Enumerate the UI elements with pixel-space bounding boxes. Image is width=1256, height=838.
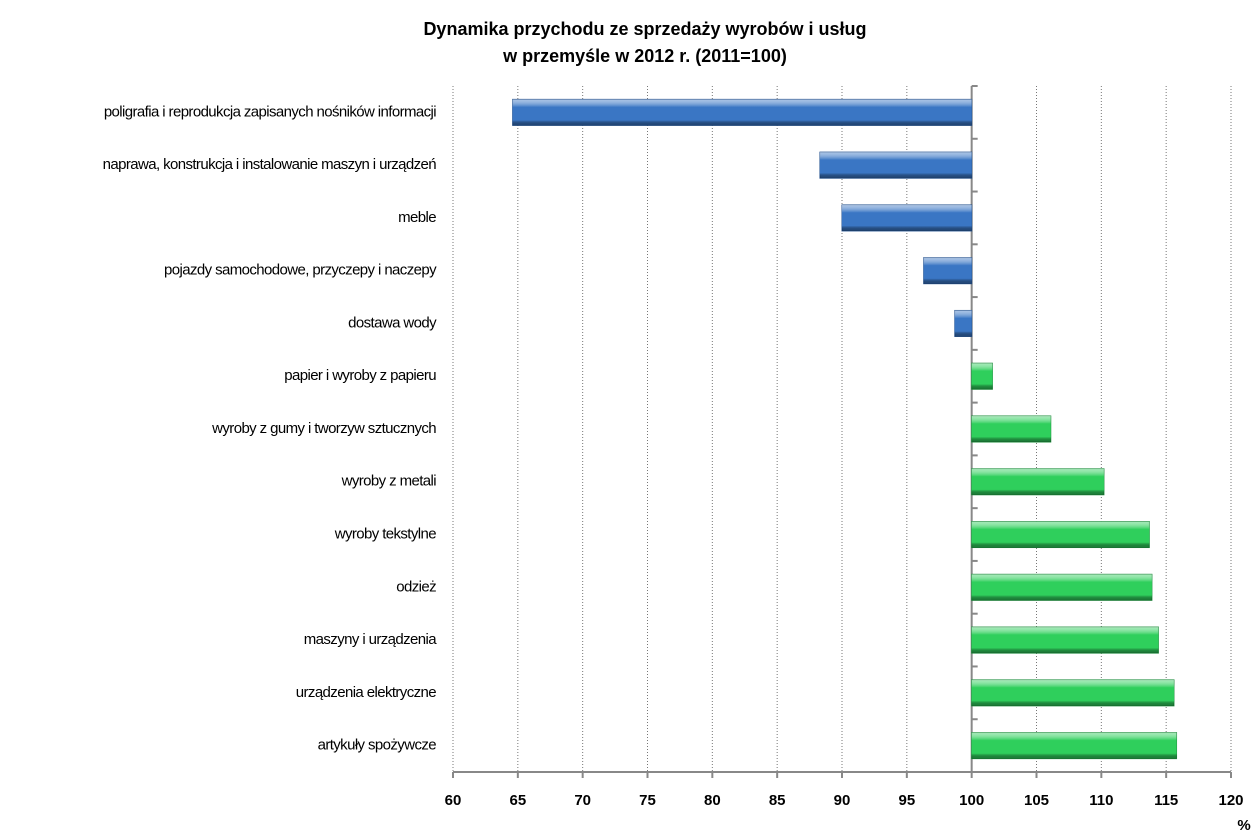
x-tick-label: 60 (445, 792, 462, 809)
y-tick-label: papier i wyroby z papieru (284, 367, 436, 384)
x-tick-label: 120 (1218, 792, 1243, 809)
y-tick-label: pojazdy samochodowe, przyczepy i naczepy (164, 262, 437, 279)
x-tick-label: 70 (574, 792, 591, 809)
y-tick-label: poligrafia i reprodukcja zapisanych nośn… (104, 103, 436, 120)
x-tick-label: 90 (834, 792, 851, 809)
bar (971, 679, 1175, 707)
bar (971, 415, 1052, 443)
x-axis-label: % (1237, 817, 1250, 834)
x-tick-label: 95 (898, 792, 915, 809)
x-tick-label: 110 (1089, 792, 1113, 809)
x-tick-label: 100 (959, 792, 984, 809)
bar (971, 573, 1153, 601)
bar (971, 362, 993, 390)
chart-title: Dynamika przychodu ze sprzedaży wyrobów … (423, 19, 866, 39)
bar (971, 468, 1105, 496)
x-tick-label: 80 (704, 792, 721, 809)
bar (971, 521, 1150, 549)
bar (923, 257, 973, 285)
y-tick-label: wyroby z gumy i tworzyw sztucznych (211, 420, 436, 437)
bar (971, 732, 1178, 760)
x-tick-label: 85 (769, 792, 786, 809)
y-tick-label: meble (398, 209, 436, 226)
x-tick-label: 75 (639, 792, 656, 809)
y-tick-label: maszyny i urządzenia (304, 631, 437, 648)
x-tick-label: 65 (509, 792, 526, 809)
bar (841, 204, 973, 232)
bar (971, 626, 1159, 654)
x-tick-label: 105 (1024, 792, 1049, 809)
bar (512, 98, 973, 126)
chart-title: w przemyśle w 2012 r. (2011=100) (502, 46, 787, 66)
y-tick-label: dostawa wody (348, 314, 437, 331)
y-tick-label: odzież (396, 578, 436, 595)
y-tick-label: naprawa, konstrukcja i instalowanie masz… (103, 156, 437, 173)
y-tick-label: wyroby tekstylne (334, 526, 437, 543)
y-tick-label: wyroby z metali (341, 473, 437, 490)
bar (954, 309, 973, 337)
x-tick-label: 115 (1154, 792, 1178, 809)
y-tick-label: urządzenia elektryczne (296, 684, 436, 701)
bar (819, 151, 973, 179)
y-tick-label: artykuły spożywcze (318, 737, 437, 754)
